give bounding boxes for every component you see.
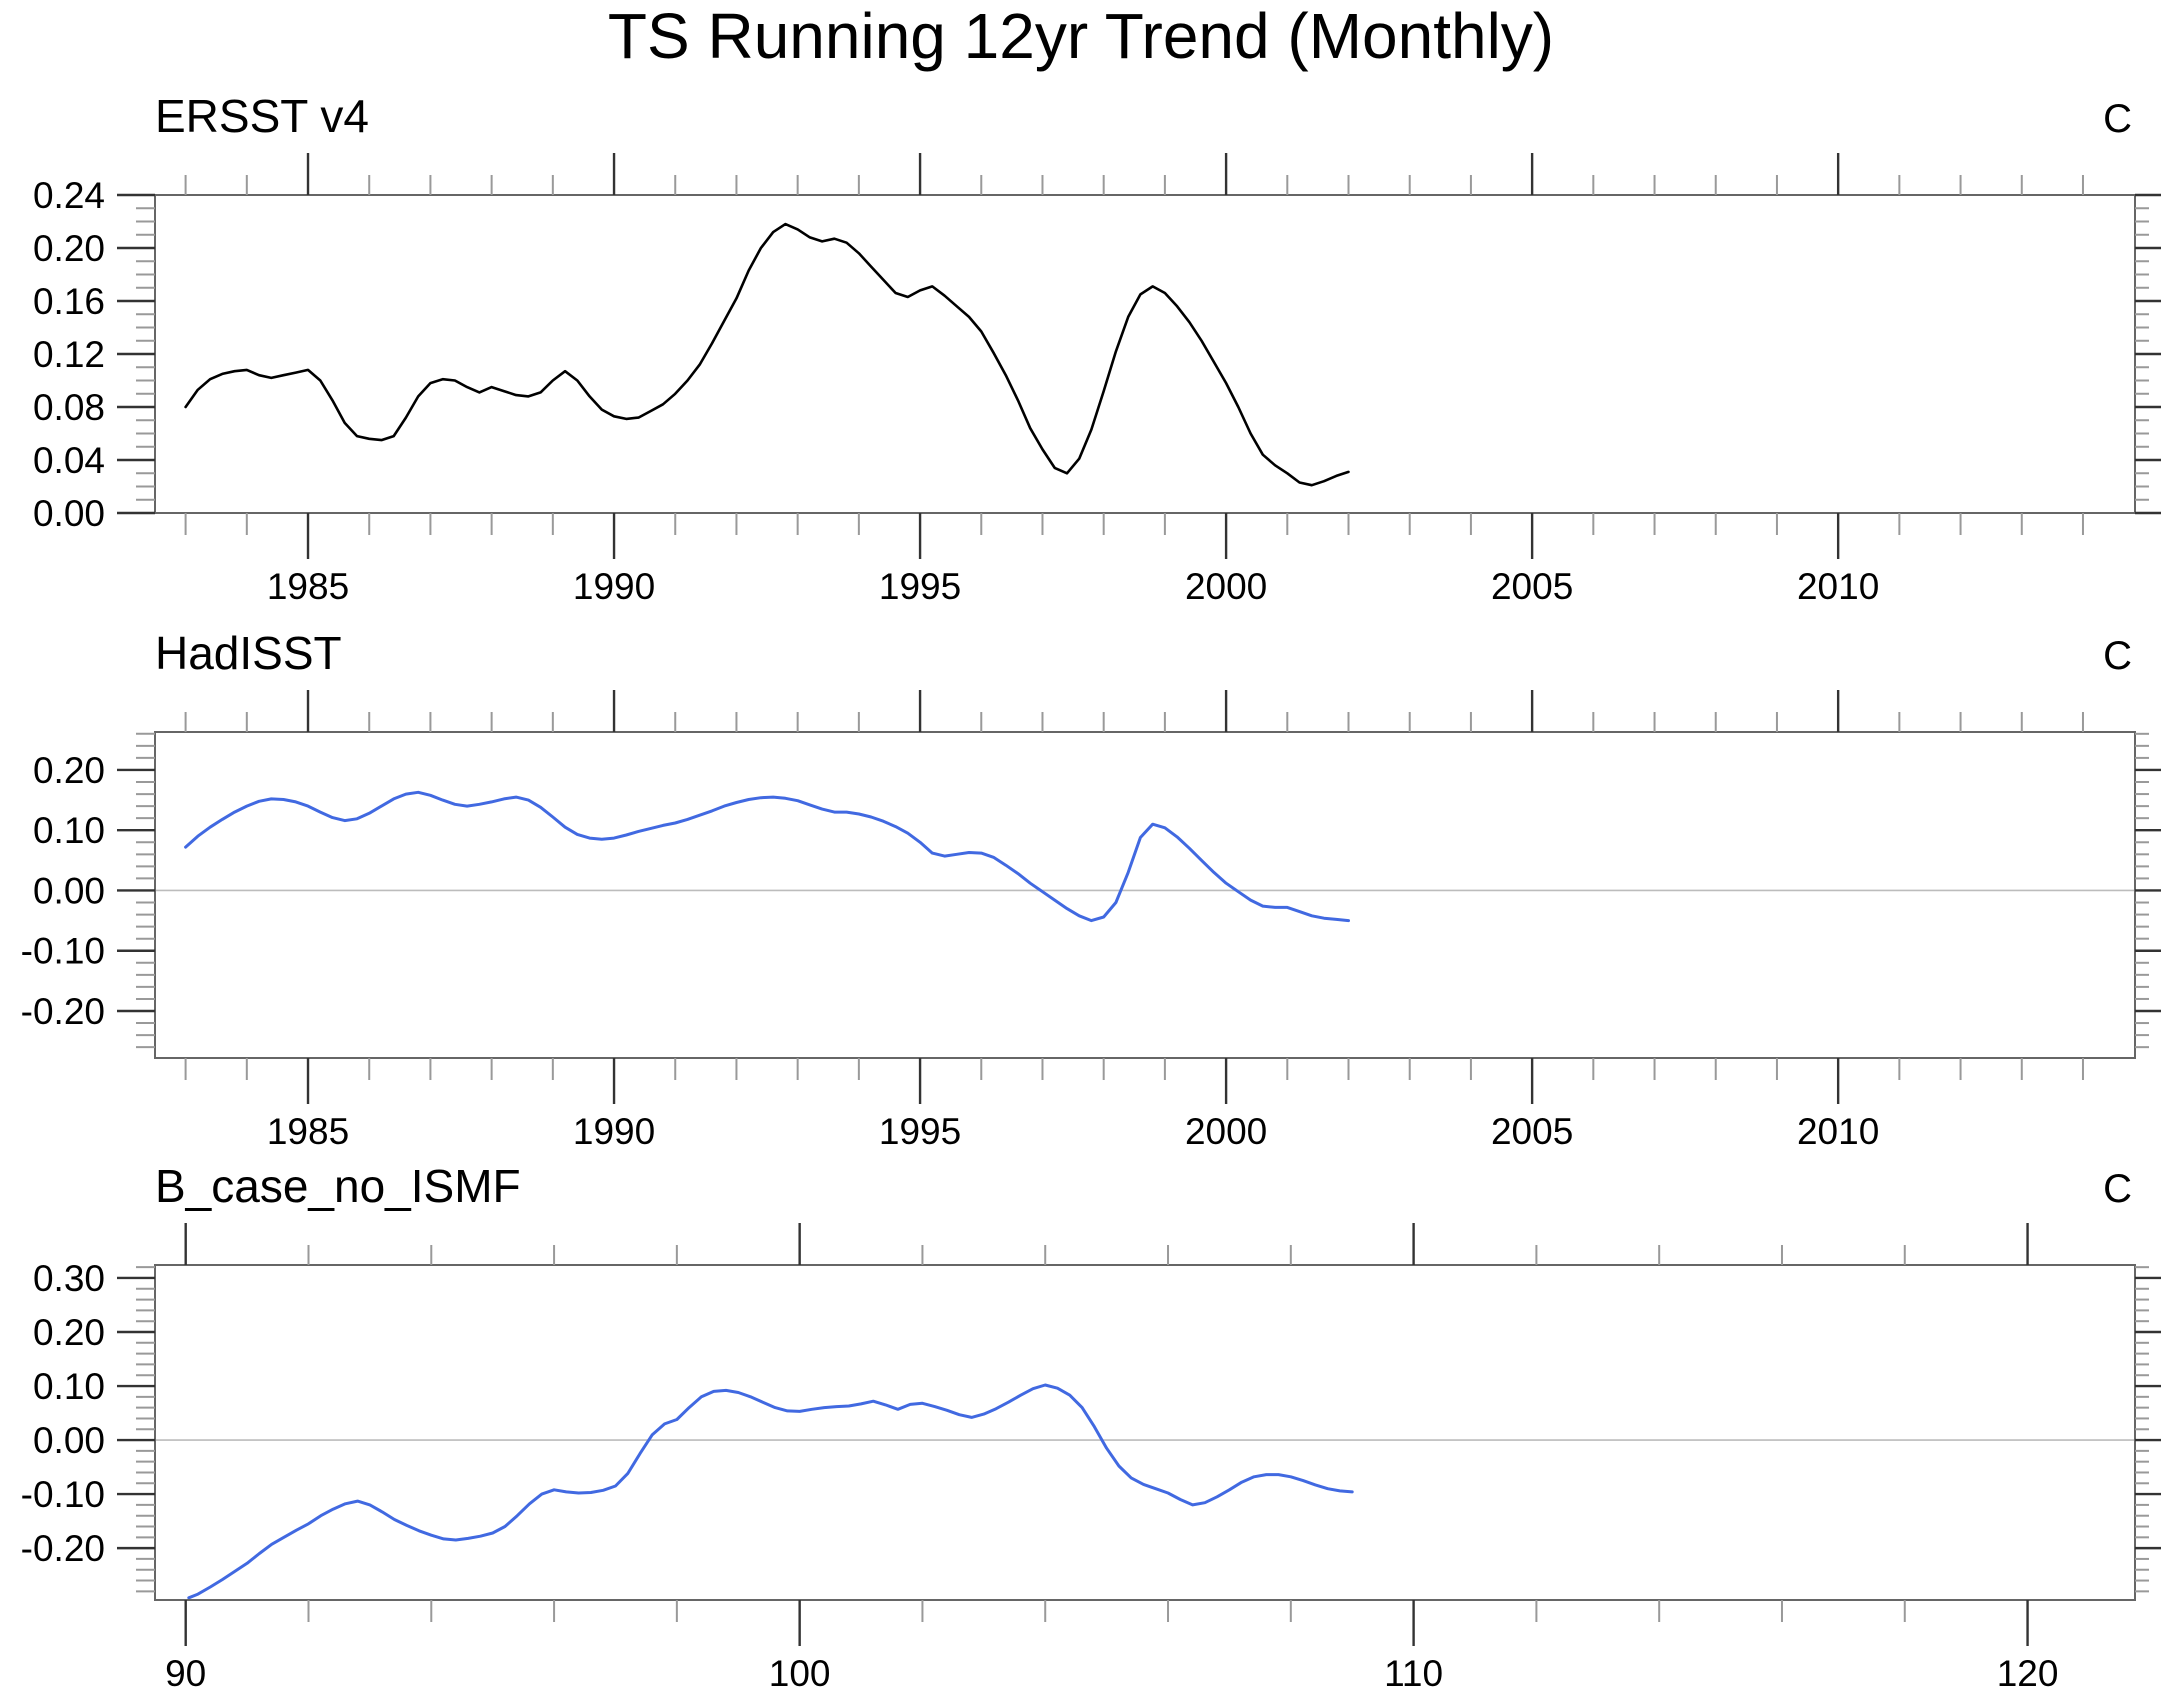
plot-border: [154, 731, 2136, 1059]
panel-b-case-no-ismf: 90 100 110 120 -0.20 -0.10 0.00 0.10 0.20 0.30 B_c…: [21, 1160, 2161, 1693]
x-tick-label: 2010: [1797, 566, 1879, 607]
panel-ersst-v4: 1985 1990 1995 2000 2005 2010 0.00 0.04 0.08 0.12…: [33, 90, 2161, 607]
x-tick-label: 1990: [573, 1111, 655, 1152]
plot-border: [154, 194, 2136, 514]
y-tick-label: 0.24: [33, 175, 105, 216]
x-tick-label: 2005: [1491, 1111, 1573, 1152]
x-tick-label: 90: [165, 1653, 206, 1693]
x-tick-label: 2000: [1185, 566, 1267, 607]
y-tick-label: 0.16: [33, 281, 105, 322]
x-tick-label: 1990: [573, 566, 655, 607]
y-tick-label: 0.04: [33, 440, 105, 481]
y-tick-label: 0.20: [33, 750, 105, 791]
y-tick-label: -0.20: [21, 991, 105, 1032]
unit-label: C: [2103, 1167, 2132, 1211]
y-tick-label: 0.10: [33, 1366, 105, 1407]
x-tick-label: 2010: [1797, 1111, 1879, 1152]
unit-label: C: [2103, 634, 2132, 678]
x-tick-label: 1985: [267, 1111, 349, 1152]
panel-title-ersst-v4: ERSST v4: [155, 90, 369, 142]
y-tick-label: 0.08: [33, 387, 105, 428]
y-tick-label: 0.00: [33, 493, 105, 534]
x-tick-label: 1985: [267, 566, 349, 607]
y-tick-label: -0.10: [21, 931, 105, 972]
b-case-no-ismf-curve: [187, 1383, 1354, 1600]
panel-hadisst: 1985 1990 1995 2000 2005 2010 -0.20 -0.10 0.00 0.…: [21, 627, 2161, 1152]
y-tick-label: -0.10: [21, 1474, 105, 1515]
y-tick-label: 0.12: [33, 334, 105, 375]
hadisst-curve: [184, 790, 1350, 923]
panel-title-hadisst: HadISST: [155, 627, 342, 679]
page-title: TS Running 12yr Trend (Monthly): [608, 0, 1554, 72]
y-tick-label: -0.20: [21, 1528, 105, 1569]
ersst-v4-curve: [184, 222, 1350, 487]
panel-title-b-case-no-ismf: B_case_no_ISMF: [155, 1160, 521, 1212]
x-tick-label: 120: [1997, 1653, 2059, 1693]
y-tick-label: 0.00: [33, 1420, 105, 1461]
x-tick-label: 1995: [879, 566, 961, 607]
y-tick-label: 0.10: [33, 810, 105, 851]
plot-border: [154, 1264, 2136, 1601]
y-tick-label: 0.00: [33, 870, 105, 911]
panels: 1985 1990 1995 2000 2005 2010 0.00 0.04 0.08 0.12…: [21, 90, 2161, 1693]
y-tick-label: 0.20: [33, 228, 105, 269]
x-tick-label: 110: [1384, 1653, 1443, 1693]
y-tick-label: 0.30: [33, 1258, 105, 1299]
x-tick-label: 1995: [879, 1111, 961, 1152]
y-tick-label: 0.20: [33, 1312, 105, 1353]
x-tick-label: 100: [769, 1653, 831, 1693]
x-tick-label: 2005: [1491, 566, 1573, 607]
unit-label: C: [2103, 97, 2132, 141]
x-tick-label: 2000: [1185, 1111, 1267, 1152]
